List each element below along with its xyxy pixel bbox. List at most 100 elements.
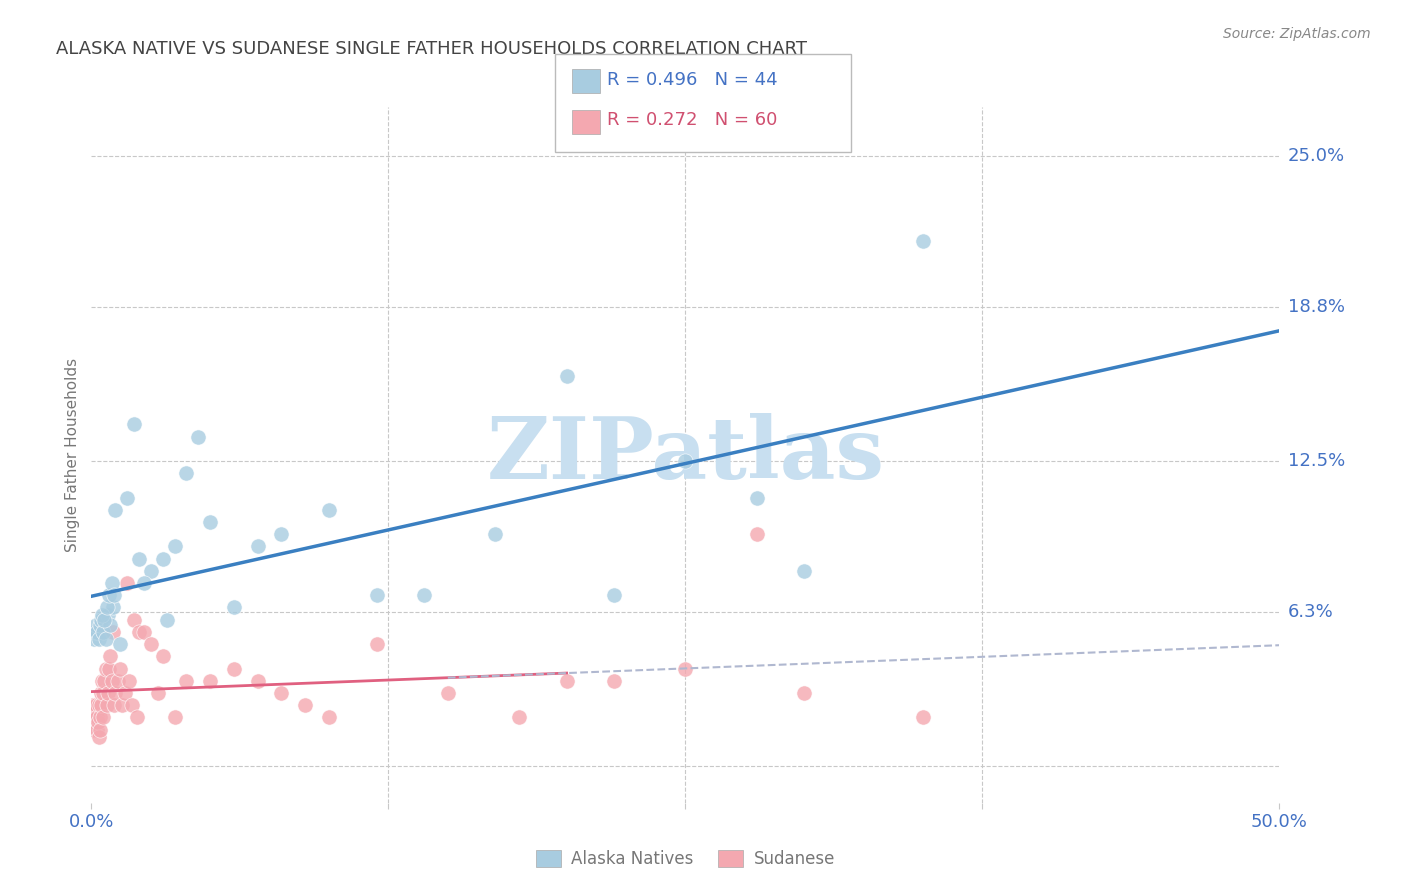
- Point: [366, 588, 388, 602]
- Point: [436, 686, 458, 700]
- Point: [103, 698, 125, 713]
- Legend: Alaska Natives, Sudanese: Alaska Natives, Sudanese: [530, 843, 841, 874]
- Point: [139, 637, 162, 651]
- Point: [128, 551, 150, 566]
- Point: [484, 527, 506, 541]
- Point: [793, 564, 815, 578]
- Point: [176, 673, 198, 688]
- Point: [83, 723, 105, 737]
- Point: [125, 710, 148, 724]
- Point: [94, 632, 117, 647]
- Point: [111, 698, 134, 713]
- Point: [83, 632, 105, 647]
- Point: [139, 564, 162, 578]
- Point: [318, 503, 340, 517]
- Point: [100, 649, 122, 664]
- Point: [508, 710, 530, 724]
- Text: ALASKA NATIVE VS SUDANESE SINGLE FATHER HOUSEHOLDS CORRELATION CHART: ALASKA NATIVE VS SUDANESE SINGLE FATHER …: [56, 40, 807, 58]
- Point: [96, 600, 118, 615]
- Point: [603, 588, 626, 602]
- Point: [93, 673, 115, 688]
- Point: [555, 673, 578, 688]
- Point: [187, 429, 209, 443]
- Point: [97, 607, 120, 622]
- Point: [89, 710, 111, 724]
- Point: [90, 613, 112, 627]
- Point: [222, 600, 245, 615]
- Point: [94, 661, 117, 675]
- Point: [101, 600, 124, 615]
- Point: [108, 637, 131, 651]
- Point: [122, 417, 145, 432]
- Point: [115, 576, 138, 591]
- Point: [91, 710, 114, 724]
- Point: [89, 617, 111, 632]
- Text: 25.0%: 25.0%: [1288, 147, 1346, 165]
- Point: [128, 624, 150, 639]
- Point: [222, 661, 245, 675]
- Point: [163, 540, 186, 554]
- Point: [84, 698, 107, 713]
- Point: [270, 686, 292, 700]
- Point: [89, 723, 111, 737]
- Point: [603, 673, 626, 688]
- Point: [87, 730, 110, 744]
- Point: [91, 673, 114, 688]
- Point: [100, 617, 122, 632]
- Point: [100, 576, 122, 591]
- Point: [200, 515, 222, 529]
- Text: R = 0.496   N = 44: R = 0.496 N = 44: [607, 71, 778, 89]
- Point: [84, 706, 107, 720]
- Point: [91, 686, 114, 700]
- Point: [200, 673, 222, 688]
- Point: [82, 698, 104, 713]
- Point: [84, 617, 107, 632]
- Point: [745, 491, 768, 505]
- Point: [114, 686, 136, 700]
- Point: [90, 686, 112, 700]
- Point: [118, 673, 141, 688]
- Point: [84, 715, 107, 730]
- Point: [83, 710, 105, 724]
- Point: [911, 710, 934, 724]
- Point: [91, 624, 114, 639]
- Point: [101, 624, 124, 639]
- Point: [104, 503, 127, 517]
- Point: [163, 710, 186, 724]
- Point: [108, 661, 131, 675]
- Point: [156, 613, 179, 627]
- Point: [93, 613, 115, 627]
- Text: 18.8%: 18.8%: [1288, 298, 1344, 317]
- Point: [87, 698, 110, 713]
- Point: [132, 576, 155, 591]
- Text: 12.5%: 12.5%: [1288, 452, 1346, 470]
- Point: [793, 686, 815, 700]
- Point: [86, 710, 108, 724]
- Point: [132, 624, 155, 639]
- Point: [86, 723, 108, 737]
- Point: [121, 698, 143, 713]
- Point: [87, 632, 110, 647]
- Point: [152, 649, 174, 664]
- Point: [318, 710, 340, 724]
- Point: [115, 491, 138, 505]
- Point: [104, 686, 127, 700]
- Point: [103, 588, 125, 602]
- Y-axis label: Single Father Households: Single Father Households: [65, 358, 80, 552]
- Point: [98, 661, 121, 675]
- Point: [122, 613, 145, 627]
- Point: [911, 235, 934, 249]
- Point: [413, 588, 436, 602]
- Point: [82, 710, 104, 724]
- Point: [366, 637, 388, 651]
- Point: [86, 624, 108, 639]
- Text: Source: ZipAtlas.com: Source: ZipAtlas.com: [1223, 27, 1371, 41]
- Point: [152, 551, 174, 566]
- Point: [100, 673, 122, 688]
- Point: [294, 698, 316, 713]
- Point: [246, 673, 269, 688]
- Point: [84, 624, 107, 639]
- Point: [90, 698, 112, 713]
- Point: [146, 686, 169, 700]
- Point: [96, 698, 118, 713]
